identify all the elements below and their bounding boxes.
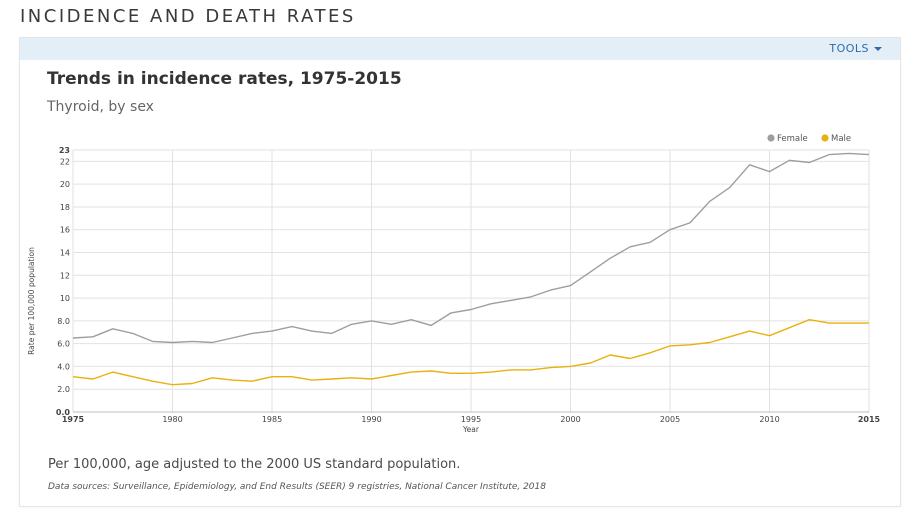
y-tick-label: 0.0 <box>56 408 71 417</box>
y-tick-label: 4.0 <box>57 362 70 371</box>
legend-marker-female <box>767 134 775 142</box>
legend-label-female: Female <box>777 134 808 144</box>
y-tick-label: 20 <box>60 180 70 189</box>
chart-card: TOOLS Trends in incidence rates, 1975-20… <box>20 38 900 506</box>
x-tick-label: 2010 <box>759 415 779 424</box>
chart-subtitle: Thyroid, by sex <box>47 99 154 115</box>
x-tick-label: 1990 <box>361 415 381 424</box>
y-tick-label: 14 <box>60 249 70 258</box>
x-tick-label: 2005 <box>660 415 680 424</box>
y-tick-label: 16 <box>60 226 70 235</box>
x-tick-label: 1975 <box>62 415 85 424</box>
x-axis-title: Year <box>462 425 480 434</box>
line-chart: 0.0 2.0 4.0 6.0 8.0 10 12 14 16 18 20 22 23 1975 1980 1… <box>27 134 881 434</box>
data-sources: Data sources: Surveillance, Epidemiology… <box>48 482 546 492</box>
y-tick-label: 18 <box>60 203 70 212</box>
footnote: Per 100,000, age adjusted to the 2000 US… <box>48 457 461 472</box>
y-tick-label: 6.0 <box>57 340 70 349</box>
legend-label-male: Male <box>831 134 851 144</box>
y-tick-label: 23 <box>59 146 70 155</box>
tools-button[interactable]: TOOLS <box>829 42 882 55</box>
y-tick-label: 8.0 <box>57 317 70 326</box>
y-tick-label: 22 <box>60 157 70 166</box>
caret-down-icon <box>874 46 882 51</box>
section-title: INCIDENCE AND DEATH RATES <box>20 6 356 27</box>
series-line-male <box>72 318 869 386</box>
x-tick-label: 2015 <box>858 415 881 424</box>
x-tick-label: 1995 <box>461 415 481 424</box>
series-line-female <box>72 152 870 344</box>
y-tick-label: 2.0 <box>57 385 70 394</box>
x-tick-label: 1985 <box>262 415 282 424</box>
chart-title: Trends in incidence rates, 1975-2015 <box>47 69 402 89</box>
y-tick-label: 10 <box>60 294 70 303</box>
x-tick-label: 1980 <box>162 415 182 424</box>
legend-marker-male <box>821 134 829 142</box>
x-tick-label: 2000 <box>560 415 580 424</box>
chart-toolbar: TOOLS <box>20 38 900 60</box>
tools-label: TOOLS <box>829 42 869 55</box>
y-tick-label: 12 <box>60 271 70 280</box>
y-axis-title: Rate per 100,000 population <box>27 247 36 355</box>
